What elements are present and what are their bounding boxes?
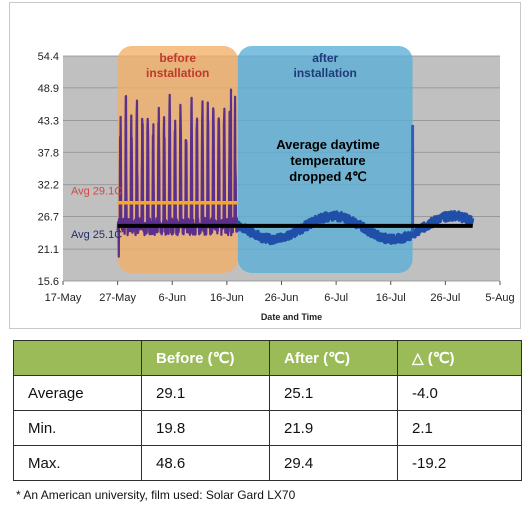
table-cell: 19.8 xyxy=(141,410,270,446)
avg-after-label: Avg 25.1C xyxy=(71,229,122,241)
table-row-label: Average xyxy=(13,375,142,411)
footnote: * An American university, film used: Sol… xyxy=(16,488,296,502)
table-header-cell: After (℃) xyxy=(269,340,398,376)
chart-frame: 15.6 21.1 26.7 32.2 37.8 43.3 48.9 54.4 17-May 27… xyxy=(9,2,521,329)
before-series-line xyxy=(116,88,239,258)
annotation-text: temperature xyxy=(290,153,365,168)
table-header-cell: Before (℃) xyxy=(141,340,270,376)
table-header-cell: △ (℃) xyxy=(397,340,522,376)
x-axis-label: Date and Time xyxy=(261,312,322,322)
table-row-label: Min. xyxy=(13,410,142,446)
table-cell: 29.4 xyxy=(269,445,398,481)
region-label: installation xyxy=(146,66,209,80)
table-header-row: Before (℃) After (℃) △ (℃) xyxy=(13,340,522,376)
table-row: Min. 19.8 21.9 2.1 xyxy=(13,410,522,446)
table-cell: 21.9 xyxy=(269,410,398,446)
stats-table: Before (℃) After (℃) △ (℃) Average 29.1 … xyxy=(13,340,522,481)
x-tick-label: 26-Jun xyxy=(265,292,299,304)
y-tick-label: 48.9 xyxy=(38,83,59,95)
region-label: before xyxy=(159,51,196,65)
table-row: Max. 48.6 29.4 -19.2 xyxy=(13,445,522,481)
y-tick-label: 21.1 xyxy=(38,244,59,256)
table-header-cell xyxy=(13,340,142,376)
table-cell: 29.1 xyxy=(141,375,270,411)
temperature-chart: 15.6 21.1 26.7 32.2 37.8 43.3 48.9 54.4 17-May 27… xyxy=(38,46,515,322)
x-tick-label: 6-Jul xyxy=(324,292,348,304)
x-tick-label: 6-Jun xyxy=(158,292,186,304)
x-tick-label: 26-Jul xyxy=(430,292,460,304)
table-cell: 48.6 xyxy=(141,445,270,481)
x-tick-label: 17-May xyxy=(45,292,82,304)
avg-before-label: Avg 29.1C xyxy=(71,186,122,198)
table-row-label: Max. xyxy=(13,445,142,481)
region-label: after xyxy=(312,51,338,65)
annotation-text: dropped 4℃ xyxy=(289,169,366,184)
annotation-text: Average daytime xyxy=(276,137,380,152)
x-tick-label: 16-Jun xyxy=(210,292,244,304)
y-tick-label: 26.7 xyxy=(38,212,59,224)
after-region xyxy=(237,46,413,273)
y-tick-label: 43.3 xyxy=(38,115,59,127)
table-cell: -19.2 xyxy=(397,445,522,481)
y-tick-label: 37.8 xyxy=(38,147,59,159)
table-row: Average 29.1 25.1 -4.0 xyxy=(13,375,522,411)
table-cell: -4.0 xyxy=(397,375,522,411)
x-tick-label: 27-May xyxy=(99,292,136,304)
y-tick-label: 54.4 xyxy=(38,51,59,63)
region-label: installation xyxy=(294,66,357,80)
y-tick-label: 15.6 xyxy=(38,276,59,288)
table-cell: 2.1 xyxy=(397,410,522,446)
x-tick-label: 16-Jul xyxy=(376,292,406,304)
table-cell: 25.1 xyxy=(269,375,398,411)
x-tick-label: 5-Aug xyxy=(485,292,514,304)
y-tick-label: 32.2 xyxy=(38,180,59,192)
